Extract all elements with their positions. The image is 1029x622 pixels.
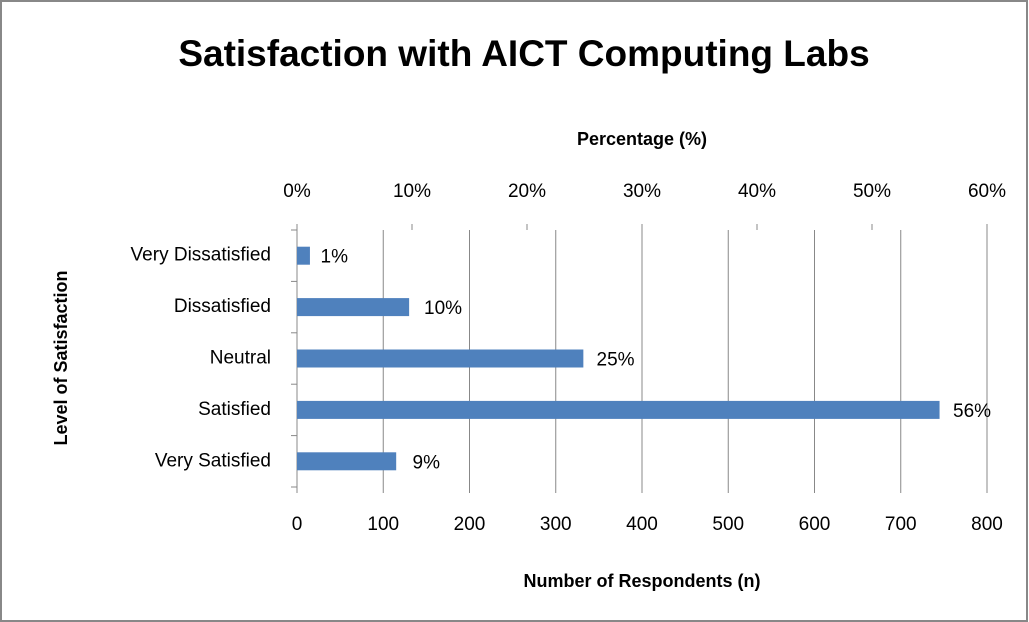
bar [297, 452, 397, 471]
chart-title: Satisfaction with AICT Computing Labs [178, 33, 869, 74]
x-tick-label: 600 [799, 514, 831, 535]
x2-tick-label: 0% [283, 181, 311, 202]
x-tick-label: 700 [885, 514, 917, 535]
y-tick-label: Dissatisfied [174, 296, 271, 317]
bar [297, 246, 310, 265]
x2-tick-label: 30% [623, 181, 661, 202]
y-tick-label: Satisfied [198, 399, 271, 420]
value-label: 56% [953, 401, 991, 422]
x-tick-label: 200 [454, 514, 486, 535]
x-tick-label: 400 [626, 514, 658, 535]
y-tick-label: Neutral [210, 348, 271, 369]
x2-tick-label: 40% [738, 181, 776, 202]
y-tick-label: Very Satisfied [155, 450, 271, 471]
x-axis-label: Number of Respondents (n) [524, 571, 761, 591]
value-label: 9% [413, 452, 441, 473]
x2-tick-label: 60% [968, 181, 1006, 202]
x-tick-label: 100 [367, 514, 399, 535]
x-tick-label: 300 [540, 514, 572, 535]
x2-axis-label: Percentage (%) [577, 129, 707, 149]
value-label: 1% [321, 247, 349, 268]
y-tick-label: Very Dissatisfied [131, 245, 271, 266]
y-axis-label: Level of Satisfaction [51, 270, 71, 445]
bar [297, 400, 940, 419]
value-label: 10% [424, 298, 462, 319]
x2-tick-label: 10% [393, 181, 431, 202]
x-tick-label: 500 [712, 514, 744, 535]
bar [297, 298, 410, 317]
bar [297, 349, 584, 368]
x2-tick-label: 20% [508, 181, 546, 202]
x-tick-label: 800 [971, 514, 1003, 535]
x-tick-label: 0 [292, 514, 303, 535]
x2-tick-label: 50% [853, 181, 891, 202]
value-label: 25% [597, 350, 635, 371]
